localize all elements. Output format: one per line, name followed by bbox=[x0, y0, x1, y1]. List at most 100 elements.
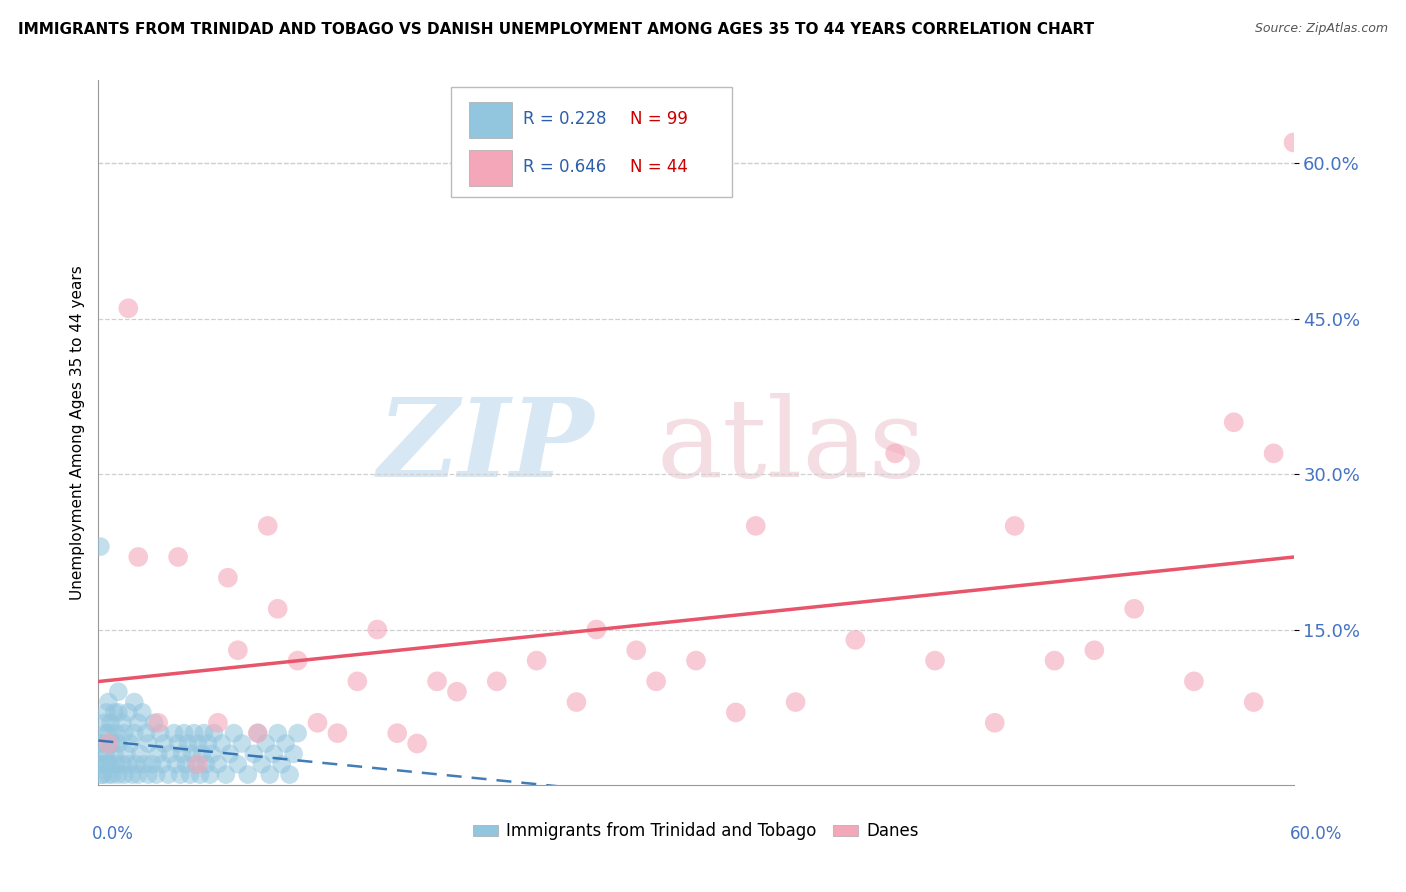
Point bbox=[173, 726, 195, 740]
Point bbox=[93, 757, 115, 772]
Point bbox=[107, 767, 129, 781]
Point bbox=[1182, 674, 1205, 689]
Point bbox=[124, 726, 146, 740]
Point bbox=[150, 757, 173, 772]
Point bbox=[107, 706, 129, 720]
Point bbox=[117, 706, 139, 720]
Point bbox=[96, 706, 118, 720]
Point bbox=[89, 757, 111, 772]
Text: 0.0%: 0.0% bbox=[91, 825, 134, 843]
Point bbox=[93, 715, 115, 730]
Point bbox=[246, 726, 269, 740]
Point bbox=[274, 737, 297, 751]
Point bbox=[101, 767, 124, 781]
Text: R = 0.646: R = 0.646 bbox=[523, 159, 606, 177]
Point bbox=[236, 767, 259, 781]
Point bbox=[98, 715, 122, 730]
Point bbox=[145, 767, 167, 781]
Point bbox=[165, 757, 187, 772]
Point bbox=[307, 715, 329, 730]
Point bbox=[169, 767, 191, 781]
Point bbox=[626, 643, 648, 657]
Point bbox=[267, 726, 290, 740]
Text: IMMIGRANTS FROM TRINIDAD AND TOBAGO VS DANISH UNEMPLOYMENT AMONG AGES 35 TO 44 Y: IMMIGRANTS FROM TRINIDAD AND TOBAGO VS D… bbox=[18, 22, 1094, 37]
Point bbox=[107, 737, 129, 751]
Point bbox=[745, 519, 768, 533]
Point bbox=[446, 684, 468, 698]
Point bbox=[219, 747, 242, 761]
Point bbox=[117, 301, 139, 316]
Point bbox=[201, 747, 224, 761]
Text: atlas: atlas bbox=[657, 393, 927, 500]
Point bbox=[105, 757, 128, 772]
Text: N = 99: N = 99 bbox=[630, 111, 688, 128]
Point bbox=[207, 715, 229, 730]
Point bbox=[143, 715, 166, 730]
Point bbox=[183, 726, 205, 740]
Point bbox=[884, 446, 907, 460]
Point bbox=[98, 757, 122, 772]
Point bbox=[172, 747, 194, 761]
Point bbox=[111, 715, 134, 730]
Point bbox=[121, 767, 143, 781]
Point bbox=[243, 747, 266, 761]
Point bbox=[159, 747, 181, 761]
Point bbox=[1243, 695, 1265, 709]
Point bbox=[91, 767, 114, 781]
Point bbox=[195, 757, 218, 772]
Text: ZIP: ZIP bbox=[378, 393, 595, 500]
Point bbox=[107, 684, 129, 698]
Point bbox=[645, 674, 668, 689]
Y-axis label: Unemployment Among Ages 35 to 44 years: Unemployment Among Ages 35 to 44 years bbox=[69, 265, 84, 600]
Point bbox=[127, 549, 149, 564]
Point bbox=[283, 747, 305, 761]
Point bbox=[259, 767, 281, 781]
Point bbox=[565, 695, 588, 709]
Point bbox=[167, 549, 190, 564]
Point bbox=[91, 737, 114, 751]
Point bbox=[1263, 446, 1285, 460]
Point bbox=[924, 654, 946, 668]
Point bbox=[115, 747, 138, 761]
Point bbox=[1004, 519, 1026, 533]
Point bbox=[211, 737, 233, 751]
Point bbox=[270, 757, 292, 772]
Text: 60.0%: 60.0% bbox=[1291, 825, 1343, 843]
Point bbox=[1123, 601, 1146, 615]
Point bbox=[1282, 136, 1305, 150]
Point bbox=[96, 747, 118, 761]
Point bbox=[263, 747, 285, 761]
Point bbox=[187, 737, 209, 751]
Point bbox=[96, 726, 118, 740]
Point bbox=[93, 747, 115, 761]
Point bbox=[184, 757, 207, 772]
Point bbox=[101, 737, 124, 751]
Point bbox=[724, 706, 747, 720]
FancyBboxPatch shape bbox=[470, 102, 512, 138]
Point bbox=[1223, 415, 1246, 429]
Point bbox=[984, 715, 1007, 730]
Point bbox=[148, 747, 170, 761]
Point bbox=[111, 757, 134, 772]
Point bbox=[98, 737, 122, 751]
Point bbox=[217, 571, 239, 585]
Point bbox=[246, 726, 269, 740]
Text: N = 44: N = 44 bbox=[630, 159, 688, 177]
Point bbox=[346, 674, 368, 689]
Text: Source: ZipAtlas.com: Source: ZipAtlas.com bbox=[1254, 22, 1388, 36]
Point bbox=[129, 747, 152, 761]
Point bbox=[256, 519, 278, 533]
Point bbox=[267, 601, 290, 615]
Point bbox=[97, 695, 120, 709]
Text: R = 0.228: R = 0.228 bbox=[523, 111, 606, 128]
Point bbox=[89, 737, 111, 751]
FancyBboxPatch shape bbox=[470, 150, 512, 186]
Point bbox=[254, 737, 277, 751]
Point bbox=[1083, 643, 1105, 657]
Point bbox=[135, 726, 157, 740]
Point bbox=[131, 706, 153, 720]
Point bbox=[250, 757, 273, 772]
Point bbox=[585, 623, 607, 637]
Point bbox=[287, 726, 309, 740]
Point bbox=[127, 767, 149, 781]
